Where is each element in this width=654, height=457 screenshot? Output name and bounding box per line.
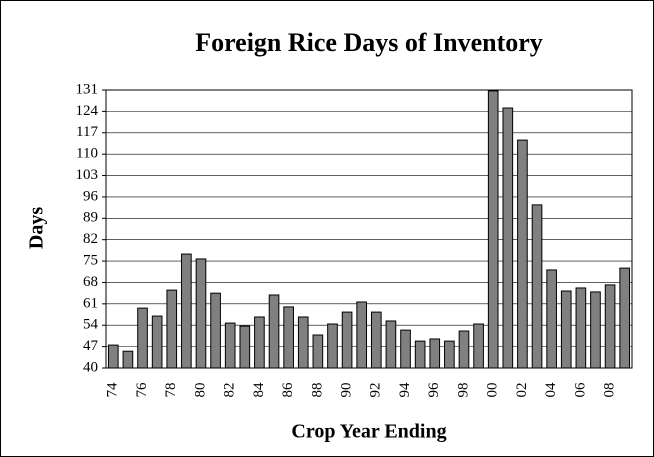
- bar: [122, 350, 134, 369]
- chart-title: Foreign Rice Days of Inventory: [195, 28, 543, 57]
- y-tick-label: 103: [76, 167, 99, 183]
- y-tick-label: 68: [83, 274, 98, 290]
- x-tick-label: 04: [543, 382, 559, 398]
- x-tick-label: 84: [251, 382, 267, 398]
- y-tick-label: 61: [83, 295, 98, 311]
- x-tick-label: 86: [280, 382, 296, 398]
- bar: [166, 289, 178, 369]
- bar: [590, 291, 601, 369]
- bar: [254, 316, 265, 369]
- x-tick-label: 06: [572, 382, 588, 398]
- y-axis-label: Days: [26, 207, 48, 249]
- bar: [400, 329, 411, 369]
- bar: [181, 253, 192, 369]
- y-tick-label: 75: [83, 253, 98, 269]
- bar: [137, 307, 148, 369]
- x-tick-label: 78: [163, 383, 179, 398]
- x-axis-label: Crop Year Ending: [291, 421, 446, 443]
- x-tick-label: 96: [426, 382, 442, 398]
- plot-border: [105, 89, 633, 369]
- bar: [444, 340, 455, 369]
- x-tick-label: 82: [222, 383, 238, 398]
- bar: [560, 290, 572, 369]
- x-tick-label: 94: [397, 382, 413, 398]
- bar: [195, 258, 207, 369]
- bar: [517, 139, 528, 369]
- x-tick-label: 80: [192, 383, 208, 398]
- y-tick-label: 96: [83, 188, 99, 204]
- bar: [283, 306, 294, 369]
- y-tick-label: 110: [76, 146, 98, 162]
- bar: [473, 323, 484, 369]
- x-tick-label: 74: [105, 382, 121, 398]
- y-tick-label: 82: [83, 231, 98, 247]
- bar: [502, 107, 514, 369]
- x-tick-label: 08: [602, 383, 618, 398]
- bar: [239, 325, 251, 369]
- y-tick-label: 40: [83, 359, 98, 375]
- x-tick-label: 90: [339, 383, 355, 398]
- y-tick-label: 89: [83, 210, 98, 226]
- y-tick-label: 54: [83, 317, 99, 333]
- x-tick-label: 98: [455, 383, 471, 398]
- bar: [107, 344, 119, 369]
- bar: [385, 320, 397, 369]
- bar: [312, 334, 324, 369]
- bar: [575, 287, 587, 369]
- x-tick-label: 92: [368, 383, 384, 398]
- bar: [341, 311, 353, 369]
- bar: [210, 292, 221, 369]
- bar: [327, 323, 338, 369]
- bar: [370, 311, 382, 369]
- y-tick-label: 124: [76, 103, 99, 119]
- bar: [414, 340, 426, 369]
- bar: [531, 204, 543, 369]
- bar: [546, 269, 557, 369]
- bar: [268, 294, 280, 369]
- x-tick-label: 00: [485, 383, 501, 398]
- bar: [297, 316, 309, 369]
- x-tick-label: 02: [514, 383, 530, 398]
- x-tick-label: 76: [134, 382, 150, 398]
- bar: [356, 301, 368, 369]
- bar: [429, 338, 441, 369]
- y-tick-label: 131: [76, 81, 99, 97]
- bar: [458, 330, 470, 369]
- bar: [487, 90, 499, 369]
- bar: [619, 267, 631, 369]
- bar: [151, 315, 163, 369]
- y-tick-label: 47: [83, 338, 99, 354]
- y-tick-label: 117: [76, 124, 98, 140]
- bar: [224, 322, 236, 369]
- bar: [604, 284, 616, 369]
- x-tick-label: 88: [309, 383, 325, 398]
